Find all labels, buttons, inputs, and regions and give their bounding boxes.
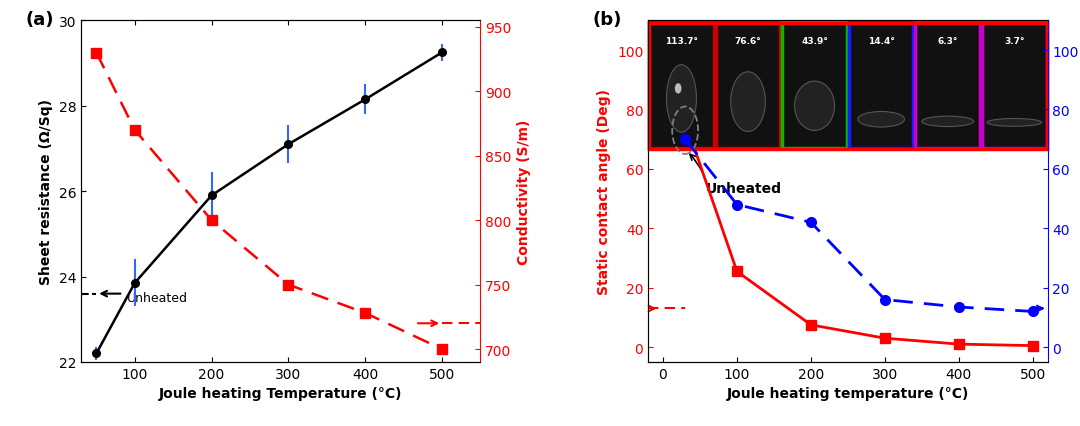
- Text: Unheated: Unheated: [706, 181, 782, 195]
- X-axis label: Joule heating Temperature (°C): Joule heating Temperature (°C): [159, 386, 403, 400]
- Text: (b): (b): [592, 11, 622, 29]
- Y-axis label: Conductivity (S/m): Conductivity (S/m): [517, 119, 531, 264]
- Y-axis label: Static contact angle (Deg): Static contact angle (Deg): [597, 89, 611, 294]
- X-axis label: Joule heating temperature (°C): Joule heating temperature (°C): [727, 386, 969, 400]
- Text: (a): (a): [25, 11, 54, 29]
- Y-axis label: Sheet resistance (Ω/Sq): Sheet resistance (Ω/Sq): [39, 99, 53, 285]
- Text: Unheated: Unheated: [127, 292, 188, 305]
